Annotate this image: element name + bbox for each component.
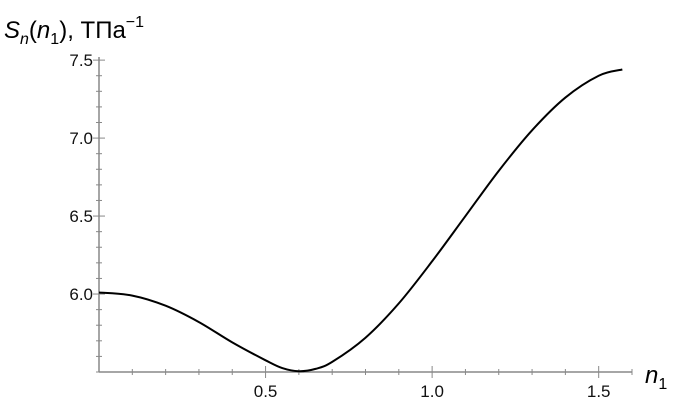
y-title-unit-exp: −1 — [126, 14, 144, 31]
plot-area — [98, 68, 623, 373]
svg-text:Sn(n1), ТПа−1: Sn(n1), ТПа−1 — [4, 14, 144, 48]
ticks — [93, 59, 633, 378]
x-tick-label: 0.5 — [254, 382, 278, 401]
y-title-arg-sub: 1 — [50, 31, 59, 48]
x-title-sub: 1 — [658, 376, 667, 393]
x-tick-label: 1.0 — [420, 382, 444, 401]
svg-text:n1: n1 — [645, 362, 667, 393]
y-title-arg-open: ( — [29, 17, 37, 44]
y-title-symbol: S — [4, 17, 20, 44]
x-axis-title: n1 — [645, 362, 667, 393]
y-tick-label: 7.5 — [69, 51, 93, 70]
axes — [98, 57, 632, 373]
y-title-unit-sep: , — [67, 17, 80, 44]
x-title-symbol: n — [645, 362, 658, 389]
tick-labels: 0.5 1.0 1.5 6.0 6.5 7.0 7.5 — [69, 51, 610, 401]
y-tick-label: 7.0 — [69, 129, 93, 148]
y-title-unit: ТПа — [81, 17, 127, 44]
y-tick-label: 6.0 — [69, 285, 93, 304]
series-line — [98, 68, 623, 373]
y-title-arg-close: ) — [59, 17, 67, 44]
y-axis-title: Sn(n1), ТПа−1 — [4, 14, 144, 48]
y-tick-label: 6.5 — [69, 207, 93, 226]
y-title-symbol-sub: n — [20, 31, 29, 48]
x-tick-label: 1.5 — [587, 382, 611, 401]
y-title-arg: n — [37, 17, 50, 44]
